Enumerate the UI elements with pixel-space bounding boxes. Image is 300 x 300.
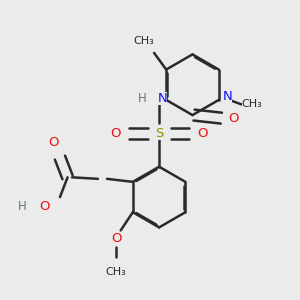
Text: O: O — [110, 127, 121, 140]
Text: N: N — [222, 90, 232, 104]
Text: CH₃: CH₃ — [242, 100, 262, 110]
Text: S: S — [155, 127, 163, 140]
Text: N: N — [157, 92, 167, 105]
Text: CH₃: CH₃ — [106, 267, 127, 277]
Text: O: O — [228, 112, 239, 124]
Text: O: O — [39, 200, 50, 213]
Text: O: O — [49, 136, 59, 149]
Text: O: O — [111, 232, 122, 244]
Text: H: H — [138, 92, 147, 105]
Text: O: O — [197, 127, 208, 140]
Text: H: H — [18, 200, 26, 213]
Text: CH₃: CH₃ — [134, 36, 154, 46]
